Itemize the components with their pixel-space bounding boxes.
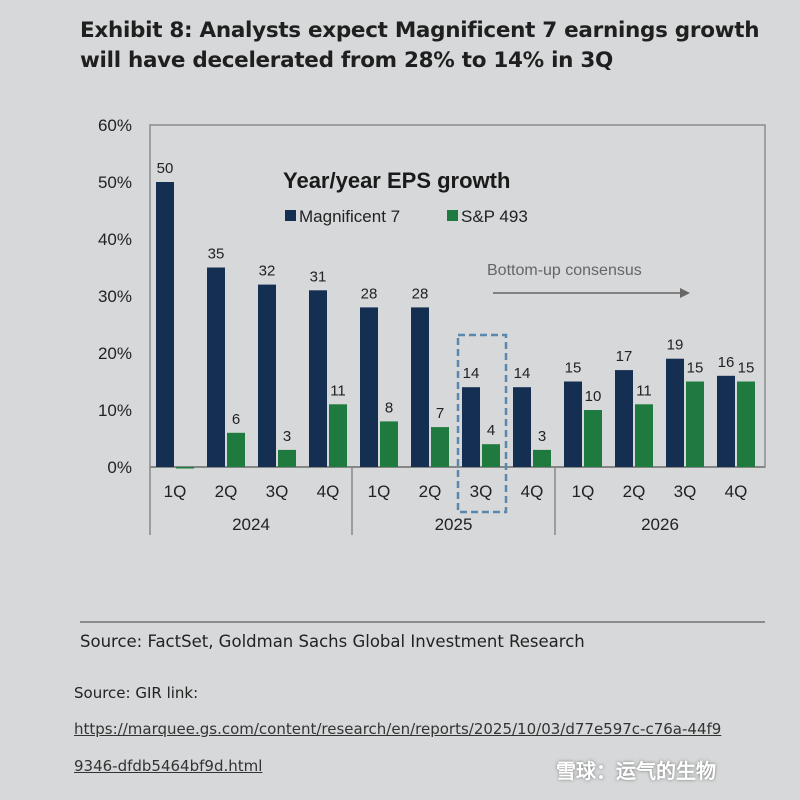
bar-magnificent-7 (309, 290, 327, 467)
bar-sp-493 (278, 449, 296, 467)
data-label: 15 (738, 360, 755, 377)
bar-sp-493 (584, 410, 602, 467)
x-tick-label: 2Q (419, 482, 442, 501)
data-label: 6 (232, 411, 240, 428)
gir-link-line-1[interactable]: https://marquee.gs.com/content/research/… (74, 720, 722, 738)
x-tick-label: 3Q (470, 482, 493, 501)
data-label: 11 (636, 382, 652, 399)
watermark: 雪球：运气的生物 (556, 761, 716, 783)
bar-magnificent-7 (717, 375, 735, 467)
gir-link-line-2[interactable]: 9346-dfdb5464bf9d.html (74, 757, 263, 775)
x-tick-label: 2Q (623, 482, 646, 501)
data-label: 14 (463, 365, 480, 382)
bar-magnificent-7 (258, 284, 276, 467)
data-label: 17 (616, 348, 633, 365)
legend-label: Magnificent 7 (299, 207, 400, 226)
bar-sp-493 (686, 381, 704, 467)
data-label: 8 (385, 399, 393, 416)
exhibit-title: Exhibit 8: Analysts expect Magnificent 7… (80, 16, 760, 76)
annotation-text: Bottom-up consensus (487, 262, 642, 279)
data-label: 4 (487, 422, 495, 439)
bar-sp-493 (431, 427, 449, 467)
bar-sp-493 (533, 449, 551, 467)
bar-sp-493 (176, 467, 194, 469)
legend-swatch-sp-493 (447, 210, 458, 221)
bar-sp-493 (635, 404, 653, 467)
bar-magnificent-7 (462, 387, 480, 467)
bar-magnificent-7 (513, 387, 531, 467)
bar-magnificent-7 (411, 307, 429, 467)
title-line-1: Exhibit 8: Analysts expect Magnificent 7… (80, 18, 760, 43)
data-label: 31 (310, 268, 327, 285)
data-label: 11 (330, 382, 346, 399)
x-tick-label: 4Q (317, 482, 340, 501)
bar-sp-493 (380, 421, 398, 467)
y-tick-label: 10% (98, 401, 132, 420)
x-tick-label: 4Q (725, 482, 748, 501)
data-label: 28 (412, 285, 429, 302)
data-label: 32 (259, 263, 276, 280)
data-label: 19 (667, 337, 684, 354)
source-note: Source: FactSet, Goldman Sachs Global In… (80, 632, 585, 651)
year-label: 2025 (435, 515, 473, 534)
x-tick-label: 1Q (164, 482, 187, 501)
bar-magnificent-7 (207, 267, 225, 467)
bar-sp-493 (737, 381, 755, 467)
highlight-box (456, 333, 508, 514)
bar-magnificent-7 (564, 381, 582, 467)
year-label: 2026 (641, 515, 679, 534)
bar-sp-493 (482, 444, 500, 467)
data-label: 35 (208, 246, 225, 263)
y-tick-label: 0% (107, 458, 132, 477)
legend-swatch-magnificent-7 (285, 210, 296, 221)
data-label: 14 (514, 365, 531, 382)
legend-label: S&P 493 (461, 207, 528, 226)
year-label: 2024 (232, 515, 270, 534)
gir-link-label: Source: GIR link: (74, 684, 199, 702)
y-tick-label: 60% (98, 116, 132, 135)
data-label: 28 (361, 285, 378, 302)
x-tick-label: 3Q (674, 482, 697, 501)
x-tick-label: 3Q (266, 482, 289, 501)
y-tick-label: 20% (98, 344, 132, 363)
bar-magnificent-7 (666, 358, 684, 467)
title-line-2: will have decelerated from 28% to 14% in… (80, 48, 613, 73)
x-tick-label: 1Q (368, 482, 391, 501)
x-tick-label: 2Q (215, 482, 238, 501)
data-label: 15 (687, 360, 704, 377)
x-tick-label: 1Q (572, 482, 595, 501)
bar-sp-493 (227, 432, 245, 467)
data-label: 10 (585, 388, 602, 405)
bar-magnificent-7 (156, 182, 174, 467)
bar-magnificent-7 (360, 307, 378, 467)
data-label: 50 (157, 160, 174, 177)
bar-magnificent-7 (615, 370, 633, 467)
chart-title: Year/year EPS growth (283, 168, 510, 193)
y-tick-label: 40% (98, 230, 132, 249)
arrow-head-icon (680, 288, 690, 298)
data-label: 15 (565, 360, 582, 377)
data-label: 7 (436, 405, 444, 422)
data-label: 3 (538, 428, 546, 445)
x-tick-label: 4Q (521, 482, 544, 501)
data-label: 16 (718, 354, 735, 371)
y-tick-label: 50% (98, 173, 132, 192)
y-tick-label: 30% (98, 287, 132, 306)
data-label: 3 (283, 428, 291, 445)
bar-sp-493 (329, 404, 347, 467)
